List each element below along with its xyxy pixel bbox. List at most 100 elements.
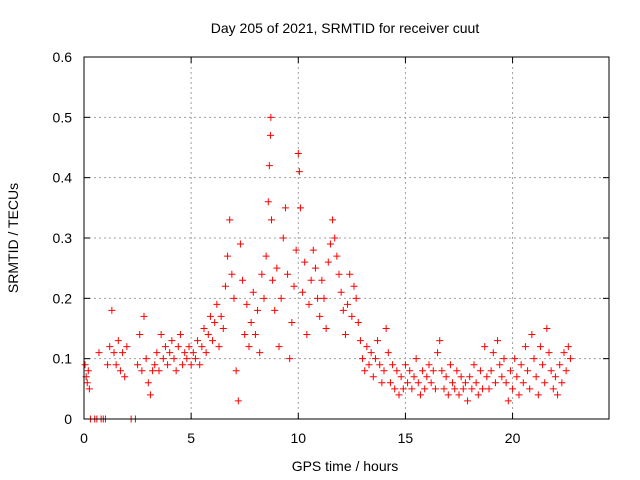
data-point [241, 331, 249, 339]
data-point [408, 385, 416, 393]
plot-frame [83, 56, 610, 420]
data-point [204, 331, 212, 339]
data-point [479, 385, 487, 393]
data-point [149, 367, 157, 375]
data-point [350, 282, 358, 290]
data-point [487, 367, 495, 375]
data-point [258, 270, 266, 278]
y-tick-label: 0.2 [53, 290, 73, 306]
data-point [361, 367, 369, 375]
data-point [395, 391, 403, 399]
x-tick-labels: 0 5 10 15 20 [80, 430, 520, 446]
data-point [412, 355, 420, 363]
data-point [268, 216, 275, 224]
data-point [562, 367, 570, 375]
data-point [515, 391, 523, 399]
data-point [346, 270, 354, 278]
data-point [502, 379, 510, 387]
data-point [374, 337, 382, 345]
data-point [146, 391, 154, 399]
data-point [431, 385, 439, 393]
data-point [416, 391, 424, 399]
data-point [489, 349, 497, 357]
data-point [260, 294, 268, 302]
data-point [401, 361, 409, 369]
y-tick-label: 0.1 [53, 351, 73, 367]
data-point [419, 367, 427, 375]
data-point [318, 276, 326, 284]
data-point [339, 306, 347, 314]
data-point [526, 385, 534, 393]
x-tick-label: 10 [290, 430, 306, 446]
data-point [513, 373, 521, 381]
data-point [348, 312, 356, 320]
data-point [509, 385, 517, 393]
data-point [185, 343, 193, 351]
data-point [369, 373, 377, 381]
data-point [151, 361, 159, 369]
data-point [356, 337, 364, 345]
data-point [254, 306, 262, 314]
data-point [451, 385, 459, 393]
data-point [153, 349, 161, 357]
data-point [134, 361, 142, 369]
data-point [181, 349, 189, 357]
data-point [290, 282, 298, 290]
data-points [81, 113, 574, 423]
data-point [341, 331, 349, 339]
data-point [236, 240, 244, 248]
data-point [183, 355, 191, 363]
data-point [168, 337, 176, 345]
data-point [367, 349, 375, 357]
data-point [249, 288, 257, 296]
data-point [457, 373, 465, 381]
data-point [243, 300, 251, 308]
data-point [305, 300, 313, 308]
data-point [108, 306, 116, 314]
data-point [556, 361, 564, 369]
data-point [269, 276, 277, 284]
data-point [215, 343, 223, 351]
data-point [386, 379, 394, 387]
data-point [226, 216, 234, 224]
data-point [352, 294, 360, 302]
data-point [112, 361, 120, 369]
data-point [534, 391, 542, 399]
data-point [517, 361, 525, 369]
data-point [511, 355, 519, 363]
chart-title: Day 205 of 2021, SRMTID for receiver cuu… [211, 20, 480, 36]
data-point [170, 355, 178, 363]
data-point [429, 367, 437, 375]
data-point [528, 331, 536, 339]
data-point [265, 162, 273, 170]
y-axis-label: SRMTID / TECUs [5, 183, 21, 293]
y-tick-label: 0 [64, 411, 72, 427]
y-tick-labels: 0 0.1 0.2 0.3 0.4 0.5 0.6 [53, 49, 73, 427]
data-point [116, 367, 124, 375]
data-point [549, 385, 557, 393]
data-point [245, 343, 253, 351]
data-point [232, 367, 240, 375]
data-point [532, 373, 540, 381]
data-point [322, 325, 330, 332]
data-point [174, 343, 182, 351]
data-point [406, 367, 414, 375]
data-point [81, 361, 89, 369]
data-point [262, 252, 270, 260]
data-point [314, 294, 322, 302]
data-point [468, 385, 476, 393]
data-point [498, 373, 506, 381]
data-point [436, 337, 444, 345]
data-point [399, 385, 407, 393]
data-point [384, 349, 392, 357]
data-point [329, 216, 337, 224]
data-point [474, 391, 482, 399]
data-point [142, 355, 150, 363]
data-point [539, 361, 547, 369]
data-point [294, 150, 302, 158]
data-point [138, 367, 146, 375]
data-point [397, 373, 405, 381]
data-point [320, 294, 328, 302]
data-point [121, 373, 129, 381]
data-point [344, 300, 352, 308]
